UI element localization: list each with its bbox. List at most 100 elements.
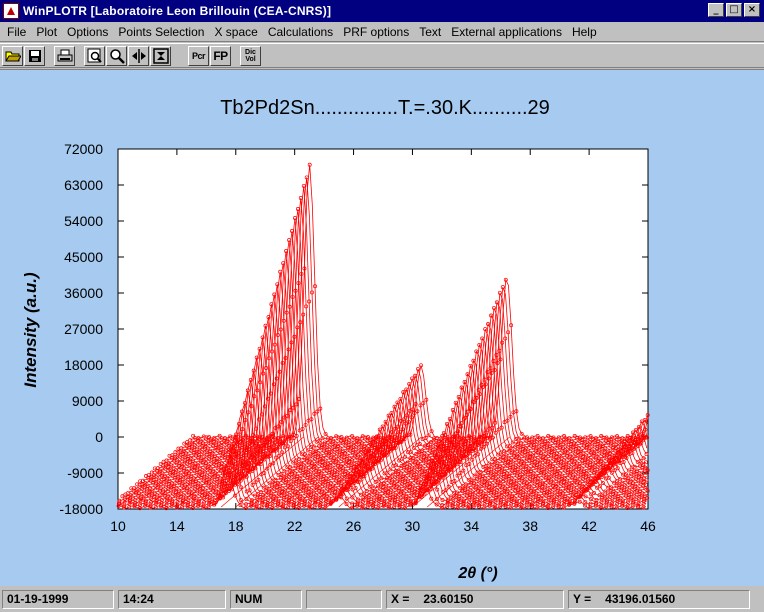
pattern-point: [505, 471, 509, 476]
pattern-point: [335, 488, 340, 493]
winplotr-app-icon[interactable]: [3, 3, 19, 19]
dicvol-button[interactable]: Dic Vol: [240, 45, 261, 66]
y-tick-label: 0: [95, 429, 103, 445]
menu-help[interactable]: Help: [571, 24, 597, 39]
waterfall-connector: [294, 436, 378, 508]
pattern-point: [170, 453, 175, 458]
menu-x-space[interactable]: X space: [214, 24, 258, 39]
pattern-point: [509, 476, 514, 480]
pattern-point: [539, 496, 544, 501]
pattern-point: [488, 500, 493, 505]
fp-button[interactable]: FP: [210, 45, 231, 66]
pattern-point: [227, 441, 232, 446]
pattern-point: [446, 448, 451, 453]
pattern-point: [330, 447, 335, 452]
pattern-point: [588, 458, 593, 462]
save-button[interactable]: [24, 45, 45, 66]
pattern-point: [298, 320, 303, 325]
pattern-point: [291, 486, 296, 491]
waterfall-connector: [132, 436, 216, 508]
pattern-point: [161, 482, 166, 487]
pattern-point: [244, 458, 249, 463]
zoom-window-button[interactable]: [84, 45, 105, 66]
pattern-point: [318, 497, 323, 502]
y-tick-label: -18000: [59, 501, 103, 517]
pattern-point: [612, 455, 617, 460]
pattern-point: [257, 454, 262, 459]
pattern-point: [464, 455, 469, 460]
maximize-button[interactable]: □: [726, 3, 742, 17]
pattern-point: [314, 493, 319, 497]
zoom-button[interactable]: [106, 45, 127, 66]
menu-prf-options[interactable]: PRF options: [343, 24, 410, 39]
fit-vertical-button[interactable]: [150, 45, 171, 66]
open-button[interactable]: [2, 45, 23, 66]
pattern-point: [300, 496, 305, 501]
pattern-point: [254, 458, 259, 463]
pattern-point: [252, 493, 257, 498]
print-button[interactable]: [54, 45, 75, 66]
pattern-point: [434, 502, 439, 507]
pattern-point: [625, 434, 630, 438]
pattern-point: [253, 480, 258, 485]
menu-text[interactable]: Text: [419, 24, 442, 39]
pcr-button[interactable]: Pcr: [188, 45, 209, 66]
powder-diffraction-chart[interactable]: Tb2Pd2Sn...............T.=.30.K.........…: [0, 70, 764, 587]
plot-area[interactable]: Tb2Pd2Sn...............T.=.30.K.........…: [0, 69, 764, 586]
pattern-point: [496, 427, 501, 432]
pattern-point: [520, 470, 525, 474]
pattern-point: [155, 466, 160, 471]
menu-file[interactable]: File: [7, 24, 27, 39]
pattern-point: [340, 474, 345, 479]
pattern-point: [302, 481, 307, 485]
menu-points-selection[interactable]: Points Selection: [118, 24, 205, 39]
pattern-point: [625, 506, 630, 511]
menu-plot[interactable]: Plot: [36, 24, 58, 39]
pattern-point: [274, 445, 279, 450]
pattern-point: [277, 453, 282, 458]
pattern-point: [508, 414, 513, 419]
pattern-point: [629, 446, 634, 450]
pattern-point: [217, 458, 222, 463]
pattern-point: [272, 342, 277, 347]
pattern-point: [414, 452, 419, 456]
pattern-point: [438, 473, 443, 478]
pattern-point: [431, 482, 436, 486]
fp-label: FP: [213, 48, 228, 63]
pattern-point: [363, 454, 368, 459]
pattern-point: [263, 495, 268, 500]
pattern-point: [317, 438, 322, 443]
close-button[interactable]: ×: [744, 3, 760, 17]
pattern-point: [472, 400, 476, 405]
pattern-point: [633, 476, 638, 481]
minimize-button[interactable]: _: [708, 3, 724, 17]
pattern-point: [540, 462, 545, 467]
pattern-point: [609, 435, 614, 440]
pattern-point: [431, 442, 436, 447]
pattern-point: [549, 454, 554, 459]
menu-bar: File Plot Options Points Selection X spa…: [0, 22, 764, 42]
pattern-point: [238, 503, 243, 508]
waterfall-connector: [427, 436, 510, 508]
pattern-point: [566, 444, 571, 449]
menu-external-applications[interactable]: External applications: [451, 24, 562, 39]
menu-options[interactable]: Options: [67, 24, 109, 39]
pattern-point: [356, 447, 361, 452]
pattern-point: [513, 462, 518, 467]
pattern-point: [480, 336, 485, 341]
pattern-point: [469, 406, 473, 411]
pattern-point: [356, 497, 360, 502]
pattern-point: [560, 445, 565, 450]
pattern-point: [352, 460, 357, 465]
pattern-point: [454, 445, 459, 450]
pattern-point: [265, 453, 270, 458]
pattern-point: [561, 440, 566, 445]
pattern-point: [463, 482, 468, 487]
pattern-point: [342, 477, 347, 482]
waterfall-connector: [323, 436, 407, 508]
pan-horizontal-button[interactable]: [128, 45, 149, 66]
waterfall-connector: [338, 436, 422, 508]
menu-calculations[interactable]: Calculations: [267, 24, 334, 39]
waterfall-connector: [368, 436, 451, 508]
pattern-point: [258, 490, 263, 494]
